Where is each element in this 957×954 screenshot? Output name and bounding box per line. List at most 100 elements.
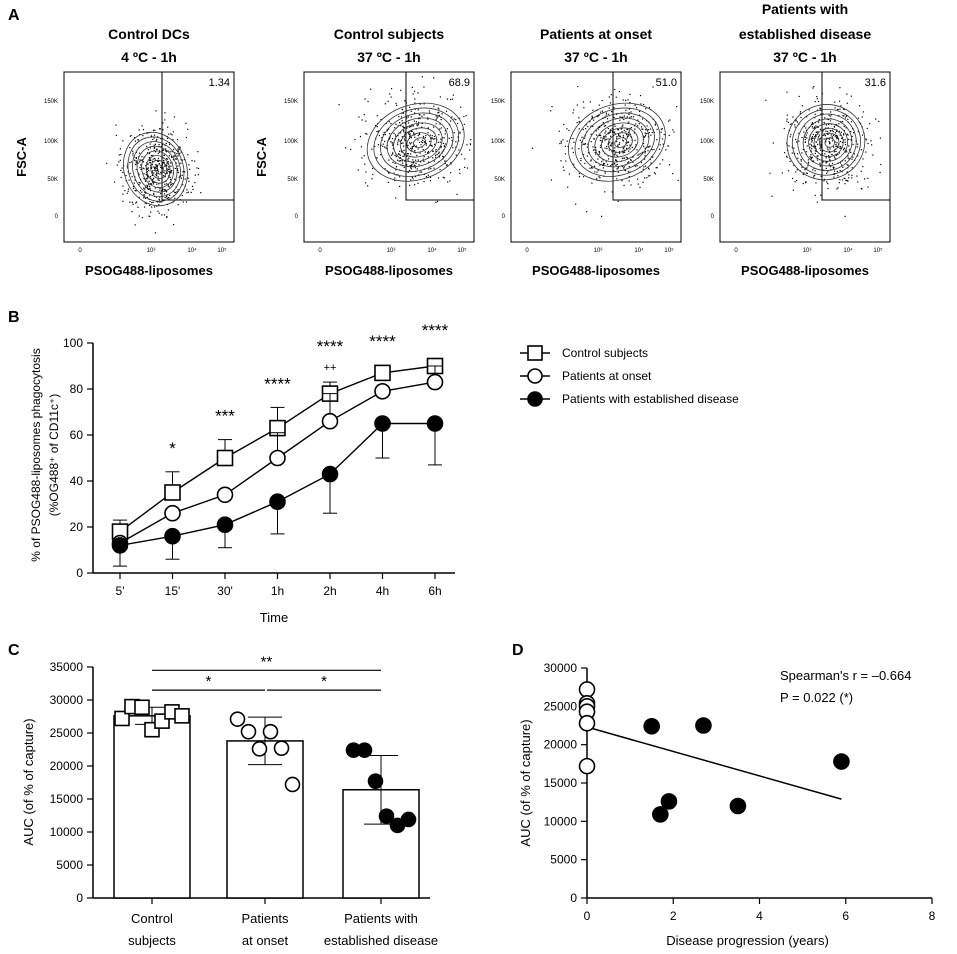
flow-event: [614, 88, 616, 91]
flow-event: [151, 166, 153, 168]
flow-event: [433, 143, 436, 146]
flow-event: [188, 180, 190, 182]
flow-event: [451, 116, 453, 118]
flow-event: [155, 196, 158, 198]
flow-event: [163, 171, 165, 174]
flow-event: [179, 146, 181, 148]
flow-event: [131, 211, 133, 213]
flow-event: [634, 104, 636, 106]
b-point: [164, 484, 181, 501]
flow-event: [612, 143, 614, 145]
flow-event: [423, 156, 425, 158]
flow-x-tick-label: 10⁵: [217, 247, 227, 254]
flow-event: [623, 151, 625, 153]
flow-event: [407, 160, 409, 162]
flow-event: [388, 120, 390, 123]
flow-event: [771, 195, 773, 197]
flow-event: [157, 160, 159, 162]
flow-event: [174, 178, 176, 180]
flow-event: [170, 170, 172, 173]
flow-event: [829, 141, 831, 143]
flow-event: [422, 135, 425, 138]
flow-event: [377, 144, 380, 146]
flow-event: [808, 139, 811, 141]
flow-event: [835, 136, 837, 138]
flow-event: [772, 142, 774, 144]
flow-plot-title: Patients at onset: [540, 26, 652, 42]
b-point: [164, 527, 181, 545]
flow-event: [837, 187, 839, 189]
flow-event: [614, 125, 616, 127]
flow-event: [853, 153, 856, 155]
flow-event: [408, 134, 411, 136]
flow-event: [146, 167, 148, 169]
flow-event: [833, 151, 836, 153]
flow-event: [865, 138, 867, 140]
b-series-1: [111, 357, 444, 540]
flow-event: [419, 152, 421, 154]
flow-event: [628, 165, 630, 168]
flow-event: [825, 157, 827, 159]
flow-event: [187, 154, 189, 156]
flow-event: [618, 129, 620, 131]
flow-event: [161, 190, 163, 192]
flow-event: [382, 133, 384, 136]
flow-event: [814, 152, 816, 155]
flow-event: [132, 152, 134, 154]
flow-event: [417, 148, 419, 150]
flow-event: [814, 194, 816, 197]
c-y-tick-label: 35000: [50, 660, 84, 674]
flow-event: [176, 168, 179, 170]
flow-event: [148, 215, 150, 217]
flow-event: [598, 176, 600, 178]
flow-event: [140, 168, 142, 170]
flow-event: [811, 141, 813, 143]
flow-event: [584, 135, 586, 137]
flow-event: [411, 176, 413, 179]
flow-event: [625, 131, 627, 133]
flow-event: [635, 123, 637, 125]
flow-event: [638, 153, 640, 155]
flow-event: [650, 128, 652, 130]
flow-event: [164, 176, 166, 178]
flow-contour: [819, 132, 840, 153]
b-y-label-1: % of PSOG488-liposomes phagocytosis: [29, 348, 43, 561]
flow-event: [805, 129, 808, 132]
flow-event: [823, 178, 826, 180]
flow-event: [582, 153, 585, 156]
flow-event: [409, 133, 411, 135]
flow-event: [607, 138, 609, 140]
flow-event: [591, 115, 593, 117]
flow-contour: [386, 117, 449, 168]
flow-event: [641, 151, 643, 154]
flow-event: [590, 141, 592, 143]
flow-event: [604, 147, 606, 149]
flow-event: [197, 167, 200, 170]
flow-event: [171, 151, 173, 153]
flow-event: [643, 166, 645, 168]
flow-event: [414, 184, 416, 186]
flow-event: [852, 156, 854, 158]
flow-event: [435, 201, 437, 203]
flow-event: [841, 121, 844, 123]
flow-event: [631, 146, 633, 149]
flow-event: [455, 141, 457, 143]
flow-event: [608, 149, 610, 151]
flow-event: [417, 123, 420, 125]
flow-event: [405, 153, 407, 155]
flow-event: [130, 134, 132, 137]
d-y-tick-label: 15000: [544, 776, 578, 790]
flow-contour: [581, 112, 655, 172]
flow-event: [397, 135, 399, 137]
flow-contour: [594, 122, 644, 163]
flow-event: [378, 134, 380, 137]
flow-event: [182, 201, 184, 203]
flow-event: [850, 138, 852, 141]
flow-plot-title-2: established disease: [739, 26, 872, 42]
flow-event: [451, 140, 453, 142]
flow-event: [612, 130, 614, 133]
